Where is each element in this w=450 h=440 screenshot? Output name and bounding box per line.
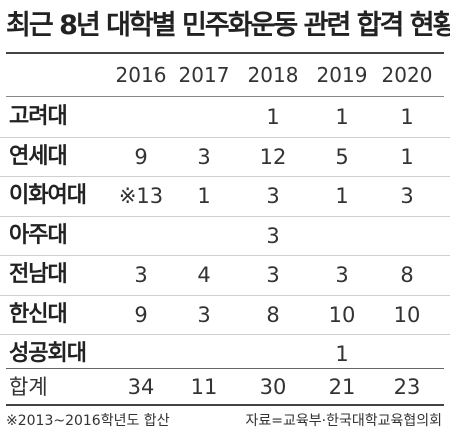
table-cell xyxy=(172,98,236,136)
year-header: 2016 xyxy=(115,63,167,87)
table-cell: 3 xyxy=(197,302,211,327)
total-label: 합계 xyxy=(9,375,48,399)
table-cell: 1 xyxy=(335,342,349,366)
total-rule xyxy=(6,368,444,369)
total-cell: 23 xyxy=(393,375,421,399)
table-cell: 1 xyxy=(335,184,349,208)
university-label: 전남대 xyxy=(9,262,68,287)
university-label: 한신대 xyxy=(9,301,68,327)
bottom-rule xyxy=(6,404,444,406)
total-row: 합계 34 11 30 21 23 xyxy=(0,370,450,404)
source-credit: 자료=교육부·한국대학교육협의회 xyxy=(245,413,443,429)
table-cell: 1 xyxy=(197,184,211,208)
university-label: 연세대 xyxy=(9,143,68,169)
table-cell: 8 xyxy=(266,302,280,327)
year-header-row: 2016 2017 2018 2019 2020 xyxy=(0,56,450,94)
table-cell: 3 xyxy=(197,144,211,169)
table-row: 고려대 1 1 1 xyxy=(0,98,450,138)
table-cell: 10 xyxy=(328,302,356,327)
table-cell xyxy=(109,98,173,136)
table-cell: 1 xyxy=(335,105,349,129)
table-cell: 12 xyxy=(259,144,287,169)
table-cell xyxy=(375,217,439,255)
table-title: 최근 8년 대학별 민주화운동 관련 합격 현황 xyxy=(6,10,450,41)
table-cell: 3 xyxy=(266,184,280,208)
total-cell: 21 xyxy=(328,375,356,399)
table-row: 전남대 3 4 3 3 8 xyxy=(0,256,450,296)
total-cell: 11 xyxy=(190,375,218,399)
university-label: 아주대 xyxy=(9,222,68,248)
total-cell: 34 xyxy=(127,375,155,399)
university-label: 고려대 xyxy=(9,104,68,129)
table-cell: 5 xyxy=(335,144,349,169)
table-cell: 4 xyxy=(197,263,211,287)
total-cell: 30 xyxy=(259,375,287,399)
year-header: 2017 xyxy=(178,63,230,87)
table-cell: 3 xyxy=(266,223,280,248)
table-body: 고려대 1 1 1 연세대 9 3 12 5 1 이화여대 ※13 1 3 1 … xyxy=(0,98,450,374)
top-rule xyxy=(6,52,444,54)
footnote: ※2013~2016학년도 합산 xyxy=(6,413,170,429)
table-row: 한신대 9 3 8 10 10 xyxy=(0,296,450,335)
table-row: 연세대 9 3 12 5 1 xyxy=(0,138,450,177)
year-header: 2018 xyxy=(247,63,299,87)
table-cell: 1 xyxy=(400,105,414,129)
year-header: 2020 xyxy=(381,63,433,87)
table-cell xyxy=(310,217,374,255)
table-cell: 9 xyxy=(134,302,148,327)
table-cell: 8 xyxy=(400,263,414,287)
table-cell: 3 xyxy=(400,184,414,208)
year-header: 2019 xyxy=(316,63,368,87)
table-row: 아주대 3 xyxy=(0,217,450,256)
table-cell: 3 xyxy=(134,263,148,287)
table-cell xyxy=(109,217,173,255)
header-rule xyxy=(6,96,444,97)
table-cell xyxy=(172,217,236,255)
table-row: 이화여대 ※13 1 3 1 3 xyxy=(0,177,450,217)
table-cell: 9 xyxy=(134,144,148,169)
table-cell: 3 xyxy=(266,263,280,287)
table-cell: 10 xyxy=(393,302,421,327)
table-cell: 3 xyxy=(335,263,349,287)
university-label: 이화여대 xyxy=(9,183,87,208)
table-row: 성공회대 1 xyxy=(0,335,450,374)
university-label: 성공회대 xyxy=(9,341,87,366)
table-cell: 1 xyxy=(266,105,280,129)
table-cell: 1 xyxy=(400,144,414,169)
table-cell: ※13 xyxy=(118,184,164,208)
